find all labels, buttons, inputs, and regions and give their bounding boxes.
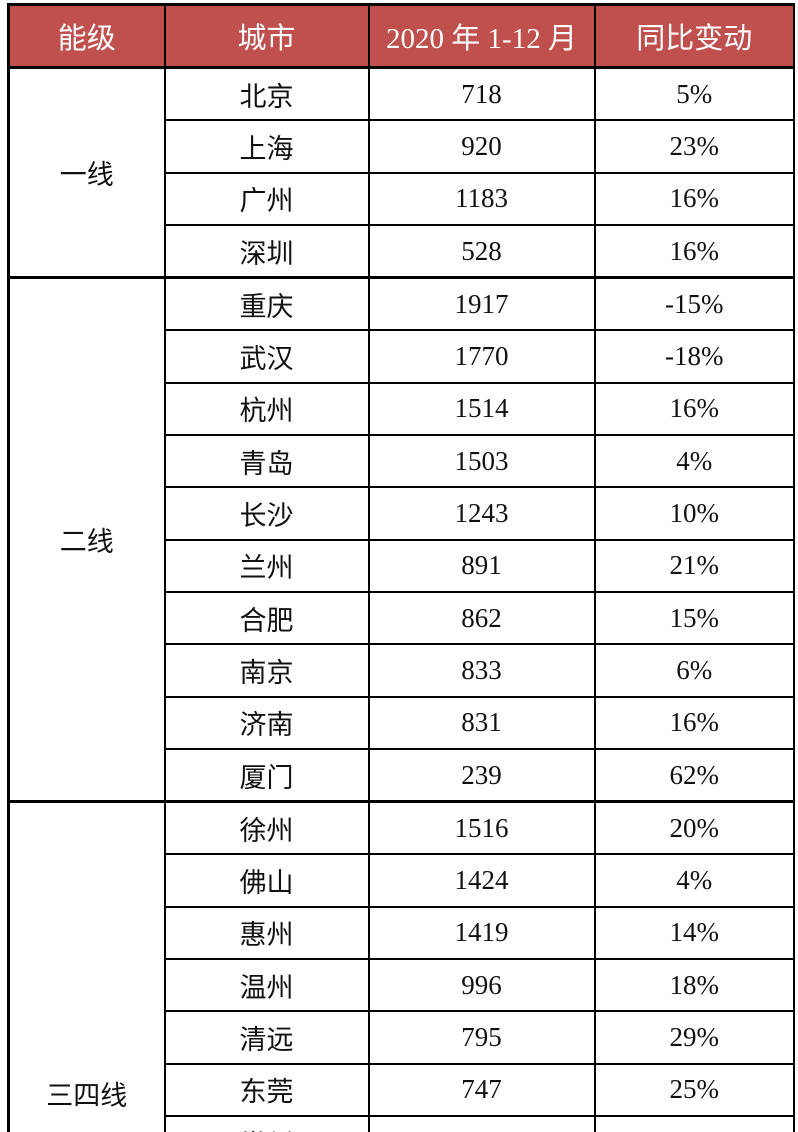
pct-cell: 25% bbox=[593, 1062, 795, 1117]
header-row: 能级 城市 2020 年 1-12 月 同比变动 bbox=[7, 3, 795, 69]
pct-cell: -18% bbox=[593, 329, 795, 384]
pct-cell: 20% bbox=[593, 800, 795, 856]
value-cell: 891 bbox=[367, 538, 596, 593]
table-row: 厦门 239 62% bbox=[9, 747, 795, 803]
table-row: 深圳 528 16% bbox=[9, 223, 795, 279]
city-cell: 温州 bbox=[163, 958, 370, 1013]
tier-cell: 一线 bbox=[7, 66, 166, 279]
value-cell: 239 bbox=[367, 747, 596, 803]
city-cell: 广州 bbox=[163, 171, 370, 226]
city-cell: 杭州 bbox=[163, 381, 370, 437]
value-cell: 996 bbox=[367, 958, 596, 1013]
table-header: 能级 城市 2020 年 1-12 月 同比变动 bbox=[7, 3, 795, 69]
value-cell: 528 bbox=[367, 223, 596, 279]
city-cell: 北京 bbox=[163, 66, 370, 122]
table-row: 二线 重庆 1917 -15% bbox=[7, 276, 795, 803]
pct-cell: 15% bbox=[593, 590, 795, 646]
pct-cell: 16% bbox=[593, 223, 795, 279]
table-row: 佛山 1424 4% bbox=[9, 853, 795, 908]
city-cell: 南京 bbox=[163, 643, 370, 698]
pct-cell: 10% bbox=[593, 486, 795, 541]
value-cell: 1243 bbox=[367, 486, 596, 541]
city-cell: 青岛 bbox=[163, 434, 370, 489]
value-cell: 831 bbox=[367, 695, 596, 750]
city-cell: 重庆 bbox=[163, 276, 370, 332]
table-canvas: 能级 城市 2020 年 1-12 月 同比变动 一线 北京 718 5% 上海 920 2… bbox=[7, 3, 795, 1132]
pct-cell: 14% bbox=[593, 905, 795, 961]
value-cell: 1183 bbox=[367, 171, 596, 226]
pct-cell: -15% bbox=[593, 276, 795, 332]
table-row: 广州 1183 16% bbox=[9, 171, 795, 226]
value-cell: 795 bbox=[367, 1010, 596, 1065]
value-cell: 862 bbox=[367, 590, 596, 646]
city-cell: 武汉 bbox=[163, 329, 370, 384]
city-cell: 济南 bbox=[163, 695, 370, 750]
city-cell: 惠州 bbox=[163, 905, 370, 961]
pct-cell: 5% bbox=[593, 66, 795, 122]
city-cell: 徐州 bbox=[163, 800, 370, 856]
table-row: 惠州 1419 14% bbox=[9, 905, 795, 961]
value-cell: 1770 bbox=[367, 329, 596, 384]
pct-cell: 8% bbox=[593, 1114, 795, 1132]
city-cell: 东莞 bbox=[163, 1062, 370, 1117]
value-cell: 718 bbox=[367, 66, 596, 122]
value-cell: 747 bbox=[367, 1062, 596, 1117]
pct-cell: 62% bbox=[593, 747, 795, 803]
value-cell: 1419 bbox=[367, 905, 596, 961]
city-cell: 合肥 bbox=[163, 590, 370, 646]
pct-cell: 23% bbox=[593, 119, 795, 174]
pct-cell: 29% bbox=[593, 1010, 795, 1065]
city-cell: 厦门 bbox=[163, 747, 370, 803]
value-cell: 1917 bbox=[367, 276, 596, 332]
value-cell: 1514 bbox=[367, 381, 596, 437]
pct-cell: 18% bbox=[593, 958, 795, 1013]
table-row: 清远 795 29% bbox=[9, 1010, 795, 1065]
table-row: 杭州 1514 16% bbox=[9, 381, 795, 437]
city-cell: 佛山 bbox=[163, 853, 370, 908]
table-row: 三四线 徐州 1516 20% bbox=[7, 800, 795, 1132]
col-header-tier: 能级 bbox=[7, 3, 166, 69]
table-row: 武汉 1770 -18% bbox=[9, 329, 795, 384]
table-row: 南京 833 6% bbox=[9, 643, 795, 698]
pct-cell: 16% bbox=[593, 171, 795, 226]
value-cell: 1503 bbox=[367, 434, 596, 489]
table-body: 一线 北京 718 5% 上海 920 23% 广州 1183 16% 深圳 528 16% 二线 重庆 19… bbox=[7, 66, 795, 1132]
table-row: 兰州 891 21% bbox=[9, 538, 795, 593]
table-row: 长沙 1243 10% bbox=[9, 486, 795, 541]
table-row: 常州7468% bbox=[9, 1114, 795, 1132]
city-cell: 上海 bbox=[163, 119, 370, 174]
pct-cell: 16% bbox=[593, 695, 795, 750]
value-cell: 746 bbox=[367, 1114, 596, 1132]
city-cell: 长沙 bbox=[163, 486, 370, 541]
pct-cell: 6% bbox=[593, 643, 795, 698]
value-cell: 833 bbox=[367, 643, 596, 698]
city-cell: 兰州 bbox=[163, 538, 370, 593]
city-cell: 常州 bbox=[163, 1114, 370, 1132]
table-row: 东莞 747 25% bbox=[9, 1062, 795, 1117]
pct-cell: 4% bbox=[593, 434, 795, 489]
table-row: 温州 996 18% bbox=[9, 958, 795, 1013]
city-cell: 清远 bbox=[163, 1010, 370, 1065]
table-row: 合肥 862 15% bbox=[9, 590, 795, 646]
col-header-period: 2020 年 1-12 月 bbox=[367, 3, 596, 69]
tier-cell: 二线 bbox=[7, 276, 166, 803]
table-row: 上海 920 23% bbox=[9, 119, 795, 174]
value-cell: 1516 bbox=[367, 800, 596, 856]
table-row: 一线 北京 718 5% bbox=[7, 66, 795, 279]
col-header-yoy: 同比变动 bbox=[593, 3, 795, 69]
value-cell: 1424 bbox=[367, 853, 596, 908]
city-data-table: 能级 城市 2020 年 1-12 月 同比变动 一线 北京 718 5% 上海 920 2… bbox=[7, 3, 795, 1132]
tier-cell: 三四线 bbox=[7, 800, 166, 1132]
pct-cell: 21% bbox=[593, 538, 795, 593]
col-header-city: 城市 bbox=[163, 3, 370, 69]
table-row: 青岛 1503 4% bbox=[9, 434, 795, 489]
table-row: 济南 831 16% bbox=[9, 695, 795, 750]
pct-cell: 4% bbox=[593, 853, 795, 908]
pct-cell: 16% bbox=[593, 381, 795, 437]
value-cell: 920 bbox=[367, 119, 596, 174]
city-cell: 深圳 bbox=[163, 223, 370, 279]
